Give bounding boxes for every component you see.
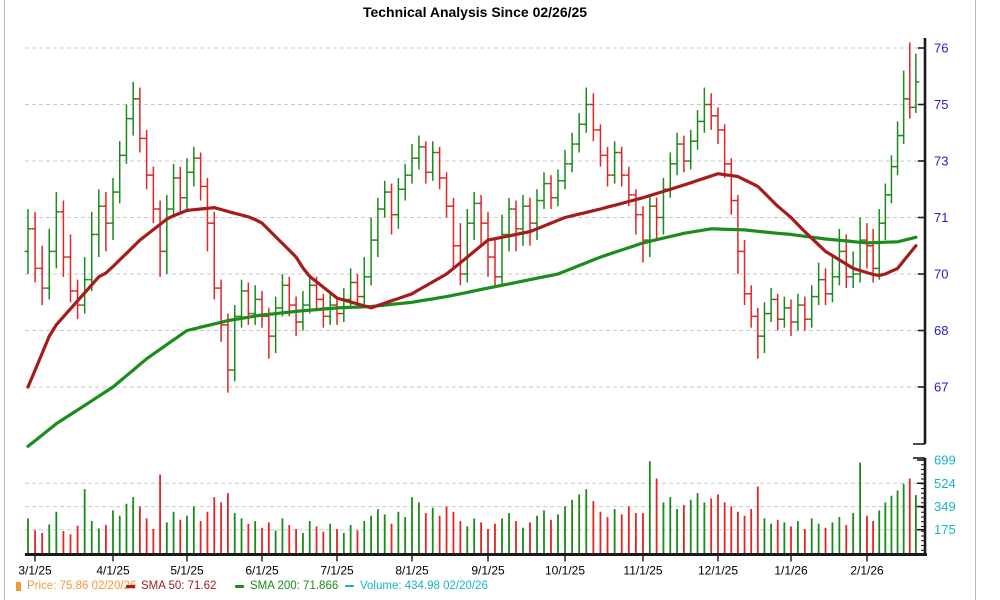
svg-text:73: 73 [934,154,948,169]
legend-volume-label: Volume: 434.98 02/20/26 [360,580,488,592]
svg-text:9/1/25: 9/1/25 [471,564,505,578]
window-border-left [4,0,5,600]
window-border-right [975,0,976,600]
svg-text:12/1/25: 12/1/25 [698,564,738,578]
x-axis: 3/1/25 4/1/25 5/1/25 6/1/25 7/1/25 8/1/25 9/1/… [18,553,927,578]
price-gridlines [25,47,923,388]
svg-text:5/1/25: 5/1/25 [170,564,204,578]
svg-text:3/1/25: 3/1/25 [18,564,52,578]
sma200-line [26,227,918,448]
volume-dash-swatch-icon [345,585,354,587]
ohlc-bars [24,42,920,393]
svg-text:699: 699 [934,453,956,468]
chart-title: Technical Analysis Since 02/26/25 [362,4,588,20]
svg-text:76: 76 [934,41,948,56]
price-axis: 76 75 73 71 70 68 67 [913,38,948,445]
svg-text:4/1/25: 4/1/25 [96,564,130,578]
legend-item-volume: Volume: 434.98 02/20/26 [345,580,488,592]
svg-text:175: 175 [934,522,956,537]
legend-sma200-label: SMA 200: 71.866 [250,580,339,592]
svg-text:8/1/25: 8/1/25 [395,564,429,578]
sma50-line [26,172,918,389]
svg-text:10/1/25: 10/1/25 [545,564,585,578]
legend-item-price: Price: 75.86 02/20/26 [16,580,136,592]
sma50-dash-swatch-icon [126,584,135,588]
price-bar-swatch-icon [16,581,21,591]
volume-bars [27,461,917,553]
svg-text:71: 71 [934,210,948,225]
legend-price-label: Price: 75.86 02/20/26 [27,580,137,592]
svg-text:2/1/26: 2/1/26 [850,564,884,578]
svg-text:70: 70 [934,267,948,282]
svg-text:1/1/26: 1/1/26 [774,564,808,578]
svg-text:11/1/25: 11/1/25 [623,564,662,578]
sma200-dash-swatch-icon [235,584,244,588]
svg-text:524: 524 [934,476,956,491]
svg-text:349: 349 [934,499,956,514]
svg-text:6/1/25: 6/1/25 [245,564,279,578]
chart-legend: Price: 75.86 02/20/26 SMA 50: 71.62 SMA … [0,580,1000,598]
svg-text:68: 68 [934,323,948,338]
svg-text:7/1/25: 7/1/25 [320,564,354,578]
svg-text:67: 67 [934,380,948,395]
legend-item-sma50: SMA 50: 71.62 [126,580,216,592]
svg-text:75: 75 [934,97,948,112]
legend-sma50-label: SMA 50: 71.62 [141,580,217,592]
legend-item-sma200: SMA 200: 71.866 [235,580,338,592]
volume-axis: 699 524 349 175 [913,453,956,554]
